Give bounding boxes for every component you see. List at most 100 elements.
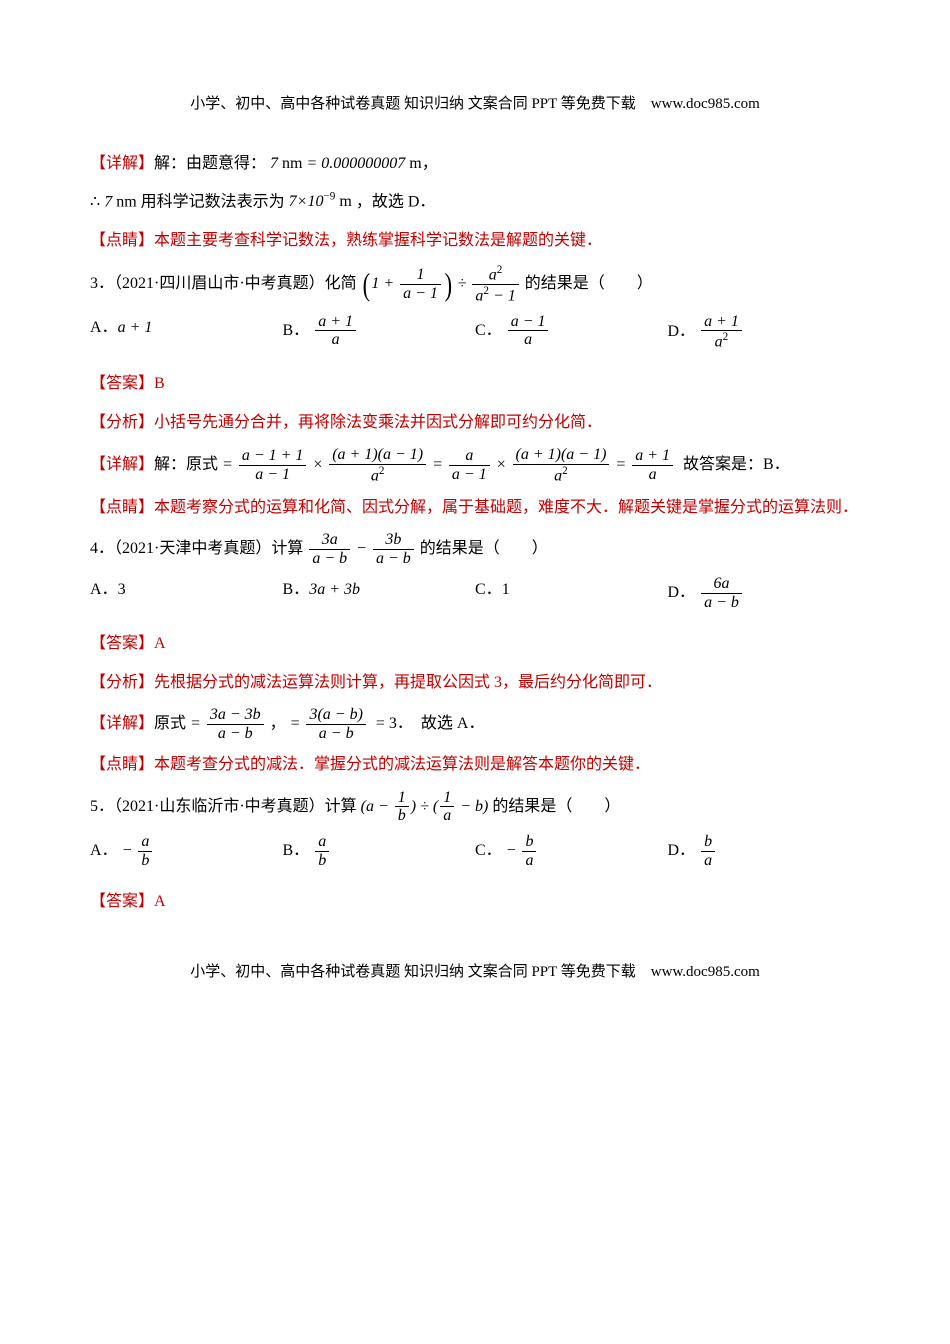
q4-answer: 【答案】A — [90, 629, 860, 659]
neg: − — [506, 842, 521, 859]
q4-work2: = 3(a − b)a − b — [290, 706, 368, 742]
q2-7nm: 7 nm — [104, 193, 136, 210]
ans-val: A — [154, 635, 166, 652]
q3-detail: 【详解】解：原式 = a − 1 + 1a − 1 × (a + 1)(a − … — [90, 446, 860, 485]
fenxi-text: 小括号先通分合并，再将除法变乘法并因式分解即可约分化简． — [154, 414, 602, 431]
dianjing-label: 【点睛】 — [90, 756, 154, 773]
q3-dianjing: 【点睛】本题考察分式的运算和化简、因式分解，属于基础题，难度不大．解题关键是掌握… — [90, 493, 860, 523]
den: a2 — [329, 465, 426, 485]
num: 1 — [440, 789, 454, 808]
num: (a + 1)(a − 1) — [513, 446, 610, 465]
q5-opt-d: D． ba — [668, 833, 861, 869]
ans-val: A — [154, 893, 166, 910]
den: a − 1 — [239, 466, 307, 484]
opt-label: C． — [475, 322, 502, 339]
den: a − 1 — [449, 466, 490, 484]
opt-label: B． — [283, 842, 310, 859]
q4-stem-tail: 的结果是（ ） — [420, 540, 548, 557]
q4-detail-tail: 故选 A． — [421, 715, 485, 732]
num: 6a — [701, 575, 742, 594]
den: a — [632, 466, 673, 484]
num: (a + 1)(a − 1) — [329, 446, 426, 465]
comma: ， — [422, 155, 438, 172]
opt-label: C． — [475, 842, 502, 859]
q3-stem-pre: 3．（2021·四川眉山市·中考真题）化简 — [90, 275, 357, 292]
ans-val: B — [154, 375, 165, 392]
detail-pre: 解：原式 — [154, 456, 218, 473]
therefore: ∴ — [90, 193, 104, 210]
den: a — [440, 807, 454, 825]
q3-stem-tail: 的结果是（ ） — [525, 275, 653, 292]
den: a − b — [373, 550, 414, 568]
ans-label: 【答案】 — [90, 635, 154, 652]
dianjing-text: 本题考查分式的减法．掌握分式的减法运算法则是解答本题你的关键． — [154, 756, 650, 773]
num: 1 — [395, 789, 409, 808]
q4-detail: 【详解】原式 = 3a − 3ba − b ， = 3(a − b)a − b … — [90, 706, 860, 742]
num: a — [315, 833, 329, 852]
q4-dianjing: 【点睛】本题考查分式的减法．掌握分式的减法运算法则是解答本题你的关键． — [90, 750, 860, 780]
q4-fenxi: 【分析】先根据分式的减法运算法则计算，再提取公因式 3，最后约分化简即可． — [90, 668, 860, 698]
q3-opt-b: B． a + 1a — [283, 313, 476, 352]
q5-stem: 5．（2021·山东临沂市·中考真题）计算 (a − 1b) ÷ (1a − b… — [90, 789, 860, 825]
q5-opt-c: C． − ba — [475, 833, 668, 869]
q4-opt-d: D． 6aa − b — [668, 575, 861, 611]
dianjing-text: 本题考察分式的运算和化简、因式分解，属于基础题，难度不大．解题关键是掌握分式的运… — [154, 499, 858, 516]
den: b — [138, 852, 152, 870]
q5-expr: (a − 1b) ÷ (1a − b) — [361, 789, 489, 825]
den: a — [315, 331, 356, 349]
den: a − b — [701, 594, 742, 612]
q2-eq1: 7 nm = 0.000000007 m — [270, 155, 422, 172]
num: 3b — [373, 531, 414, 550]
den: b — [395, 807, 409, 825]
opt-label: D． — [668, 584, 696, 601]
q5-stem-tail: 的结果是（ ） — [492, 798, 620, 815]
dianjing-label: 【点睛】 — [90, 499, 154, 516]
q4-opt-c: C．1 — [475, 575, 668, 611]
num: a + 1 — [632, 447, 673, 466]
num: a — [138, 833, 152, 852]
den: a − b — [207, 725, 264, 743]
q2-sci: 7×10−9 m — [289, 193, 352, 210]
q3-fenxi: 【分析】小括号先通分合并，再将除法变乘法并因式分解即可约分化简． — [90, 408, 860, 438]
opt-label: D． — [668, 323, 696, 340]
num: 3a — [309, 531, 350, 550]
q4-stem: 4．（2021·天津中考真题）计算 3aa − b − 3ba − b 的结果是… — [90, 531, 860, 567]
opt-label: D． — [668, 842, 696, 859]
den: b — [315, 852, 329, 870]
detail-pre: 原式 — [154, 715, 186, 732]
opt-label: A． — [90, 319, 118, 336]
den: a — [508, 331, 549, 349]
q3-opt-a: A．a + 1 — [90, 313, 283, 352]
neg: − — [122, 842, 137, 859]
den: a2 — [513, 465, 610, 485]
num: 3(a − b) — [306, 706, 365, 725]
num: b — [701, 833, 715, 852]
opt-val: 3 — [118, 581, 126, 598]
q3-detail-tail: 故答案是：B． — [683, 456, 790, 473]
q3-answer: 【答案】B — [90, 369, 860, 399]
den: a − b — [306, 725, 365, 743]
num: a + 1 — [701, 313, 742, 332]
opt-label: B． — [283, 581, 310, 598]
q2-detail: 【详解】解：由题意得： 7 nm = 0.000000007 m， — [90, 149, 860, 179]
q5-stem-pre: 5．（2021·山东临沂市·中考真题）计算 — [90, 798, 357, 815]
opt-label: B． — [283, 322, 310, 339]
q2-dianjing: 【点睛】本题主要考查科学记数法，熟练掌握科学记数法是解题的关键． — [90, 226, 860, 256]
q4-work: = 3a − 3ba − b — [190, 706, 266, 742]
q5-opt-a: A． − ab — [90, 833, 283, 869]
fenxi-label: 【分析】 — [90, 414, 154, 431]
q3-expr: (1 + 1a − 1) ÷ a2a2 − 1 — [361, 264, 521, 305]
q4-opt-a: A．3 — [90, 575, 283, 611]
ans-label: 【答案】 — [90, 893, 154, 910]
q5-answer: 【答案】A — [90, 887, 860, 917]
den: a − b — [309, 550, 350, 568]
ans-label: 【答案】 — [90, 375, 154, 392]
q5-options: A． − ab B． ab C． − ba D． ba — [90, 833, 860, 869]
q2-mid: 用科学记数法表示为 — [141, 193, 289, 210]
opt-label: A． — [90, 581, 118, 598]
q4-expr: 3aa − b − 3ba − b — [307, 531, 415, 567]
q4-stem-pre: 4．（2021·天津中考真题）计算 — [90, 540, 303, 557]
q3-options: A．a + 1 B． a + 1a C． a − 1a D． a + 1a2 — [90, 313, 860, 352]
opt-label: C． — [475, 581, 502, 598]
num: a + 1 — [315, 313, 356, 332]
